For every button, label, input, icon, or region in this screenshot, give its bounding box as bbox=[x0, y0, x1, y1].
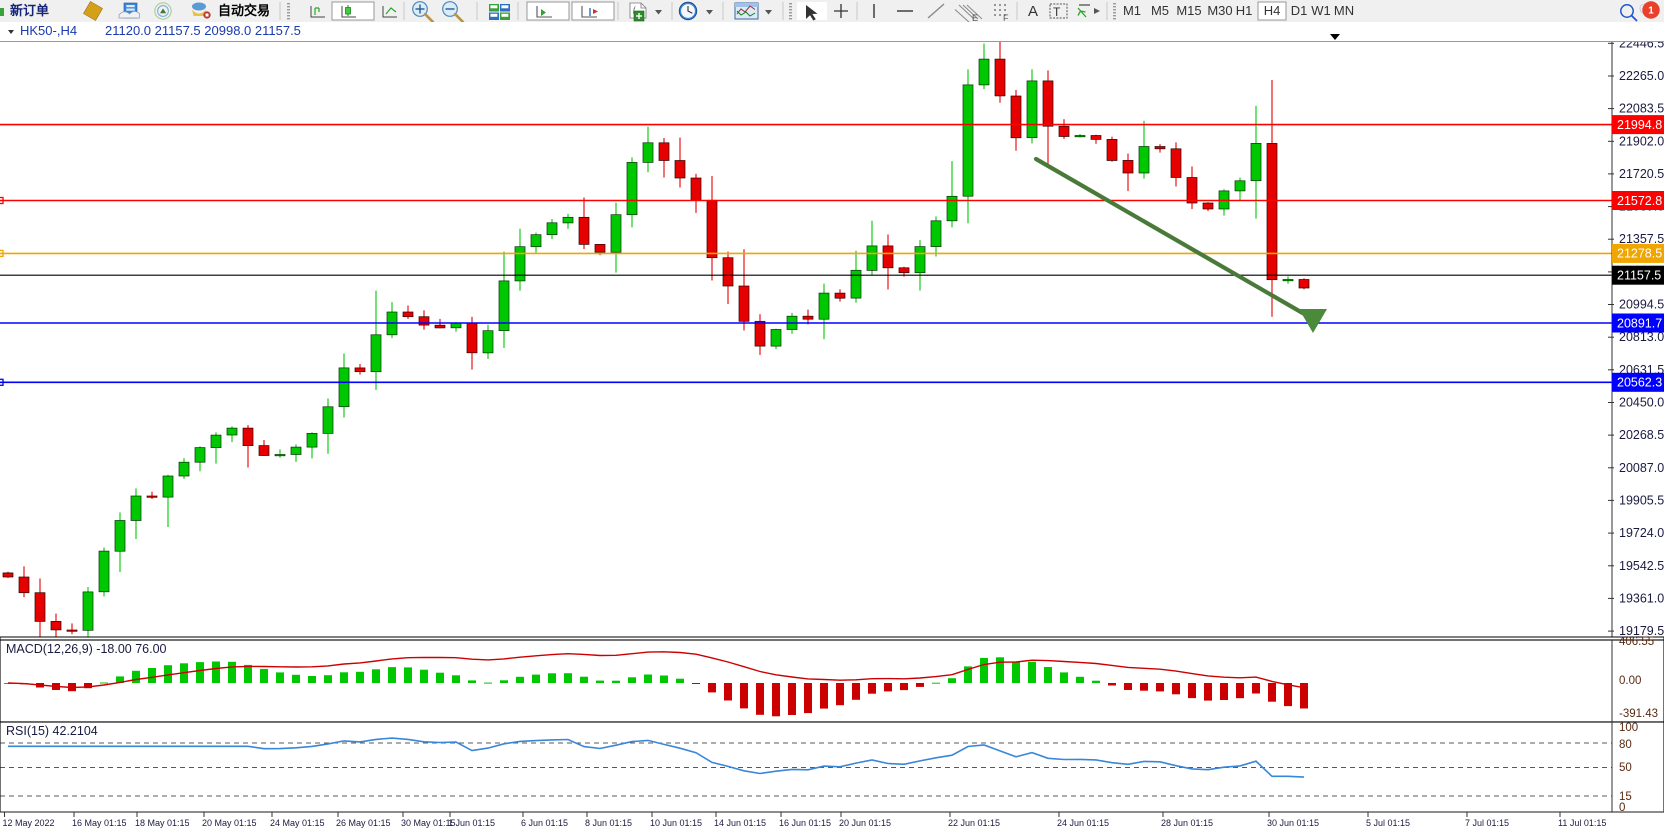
svg-text:0.00: 0.00 bbox=[1619, 675, 1641, 687]
svg-text:16 Jun 01:15: 16 Jun 01:15 bbox=[779, 818, 831, 828]
svg-text:W1: W1 bbox=[1311, 3, 1331, 18]
svg-text:21994.8: 21994.8 bbox=[1617, 118, 1662, 132]
svg-text:21157.5: 21157.5 bbox=[1617, 269, 1661, 283]
svg-text:M5: M5 bbox=[1151, 3, 1169, 18]
svg-text:30 Jun 01:15: 30 Jun 01:15 bbox=[1267, 818, 1319, 828]
svg-text:H4: H4 bbox=[1264, 3, 1281, 18]
svg-text:22 Jun 01:15: 22 Jun 01:15 bbox=[948, 818, 1000, 828]
svg-text:20 May 01:15: 20 May 01:15 bbox=[202, 818, 257, 828]
svg-text:20087.0: 20087.0 bbox=[1619, 461, 1664, 475]
svg-text:18 May 01:15: 18 May 01:15 bbox=[135, 818, 190, 828]
svg-text:1 Jun 01:15: 1 Jun 01:15 bbox=[448, 818, 495, 828]
svg-text:24 Jun 01:15: 24 Jun 01:15 bbox=[1057, 818, 1109, 828]
svg-text:21278.5: 21278.5 bbox=[1617, 247, 1662, 261]
svg-text:20268.5: 20268.5 bbox=[1619, 428, 1664, 442]
svg-text:-391.43: -391.43 bbox=[1619, 708, 1658, 720]
svg-text:6 Jun 01:15: 6 Jun 01:15 bbox=[521, 818, 568, 828]
svg-text:21120.0 21157.5 20998.0 21157.: 21120.0 21157.5 20998.0 21157.5 bbox=[105, 23, 301, 38]
svg-text:RSI(15) 42.2104: RSI(15) 42.2104 bbox=[6, 724, 98, 738]
svg-text:19905.5: 19905.5 bbox=[1619, 493, 1664, 507]
svg-text:10 Jun 01:15: 10 Jun 01:15 bbox=[650, 818, 702, 828]
svg-text:D1: D1 bbox=[1291, 3, 1308, 18]
svg-text:E: E bbox=[972, 13, 978, 22]
svg-text:T: T bbox=[1053, 5, 1061, 19]
svg-text:20 Jun 01:15: 20 Jun 01:15 bbox=[839, 818, 891, 828]
svg-text:M15: M15 bbox=[1176, 3, 1201, 18]
svg-text:M1: M1 bbox=[1123, 3, 1141, 18]
svg-text:80: 80 bbox=[1619, 739, 1632, 751]
svg-text:16 May 01:15: 16 May 01:15 bbox=[72, 818, 127, 828]
svg-text:12 May 2022: 12 May 2022 bbox=[3, 818, 55, 828]
svg-text:22083.5: 22083.5 bbox=[1619, 102, 1664, 116]
svg-text:20562.3: 20562.3 bbox=[1617, 376, 1662, 390]
svg-text:24 May 01:15: 24 May 01:15 bbox=[270, 818, 325, 828]
svg-text:20891.7: 20891.7 bbox=[1617, 316, 1662, 330]
svg-text:21720.5: 21720.5 bbox=[1619, 167, 1664, 181]
svg-text:19542.5: 19542.5 bbox=[1619, 559, 1664, 573]
svg-text:19361.0: 19361.0 bbox=[1619, 591, 1664, 605]
svg-text:MACD(12,26,9) -18.00 76.00: MACD(12,26,9) -18.00 76.00 bbox=[6, 642, 167, 656]
svg-text:19724.0: 19724.0 bbox=[1619, 526, 1664, 540]
svg-text:HK50-,H4: HK50-,H4 bbox=[20, 23, 77, 38]
svg-text:100: 100 bbox=[1619, 722, 1638, 734]
svg-text:新订单: 新订单 bbox=[10, 3, 49, 18]
svg-text:A: A bbox=[1028, 3, 1038, 20]
svg-text:20450.0: 20450.0 bbox=[1619, 396, 1664, 410]
svg-text:21572.8: 21572.8 bbox=[1617, 194, 1662, 208]
svg-text:406.55: 406.55 bbox=[1619, 636, 1654, 648]
svg-text:28 Jun 01:15: 28 Jun 01:15 bbox=[1161, 818, 1213, 828]
svg-text:5 Jul 01:15: 5 Jul 01:15 bbox=[1366, 818, 1410, 828]
svg-text:自动交易: 自动交易 bbox=[218, 3, 270, 18]
svg-text:21902.0: 21902.0 bbox=[1619, 134, 1664, 148]
svg-text:8 Jun 01:15: 8 Jun 01:15 bbox=[585, 818, 632, 828]
svg-text:7 Jul 01:15: 7 Jul 01:15 bbox=[1465, 818, 1509, 828]
svg-text:11 Jul 01:15: 11 Jul 01:15 bbox=[1558, 818, 1606, 828]
svg-text:50: 50 bbox=[1619, 762, 1632, 774]
svg-text:14 Jun 01:15: 14 Jun 01:15 bbox=[714, 818, 766, 828]
svg-text:26 May 01:15: 26 May 01:15 bbox=[336, 818, 391, 828]
svg-text:1: 1 bbox=[1648, 6, 1654, 17]
svg-text:H1: H1 bbox=[1236, 3, 1253, 18]
svg-text:22265.0: 22265.0 bbox=[1619, 69, 1664, 83]
svg-text:20994.5: 20994.5 bbox=[1619, 298, 1664, 312]
svg-text:MN: MN bbox=[1334, 3, 1354, 18]
svg-text:M30: M30 bbox=[1207, 3, 1232, 18]
svg-text:F: F bbox=[1003, 13, 1009, 22]
